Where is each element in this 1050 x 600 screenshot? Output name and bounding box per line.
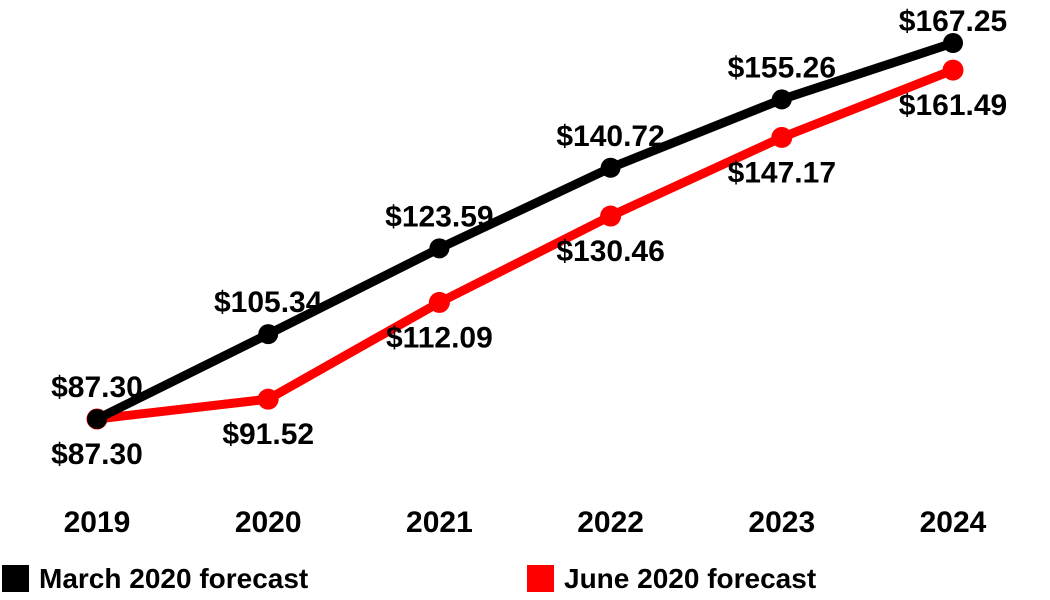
legend-label-march-2020-forecast: March 2020 forecast — [39, 562, 309, 594]
legend-item-june-2020-forecast: June 2020 forecast — [527, 563, 816, 593]
x-axis-label-2023: 2023 — [748, 506, 815, 539]
legend-swatch-march-2020-forecast — [2, 564, 29, 592]
data-point-label-series0-2024: $167.25 — [899, 5, 1007, 38]
data-point-series1-2021 — [428, 291, 450, 313]
data-point-series1-2023 — [771, 126, 793, 148]
data-point-series0-2024 — [943, 33, 963, 53]
data-point-label-series1-2022: $130.46 — [556, 235, 664, 268]
data-point-label-series0-2021: $123.59 — [385, 200, 493, 233]
x-axis-label-2024: 2024 — [920, 506, 987, 539]
series-line-0 — [92, 38, 958, 424]
data-point-series0-2019 — [87, 409, 107, 429]
data-point-series0-2023 — [771, 89, 792, 110]
data-point-series0-2022 — [600, 157, 621, 178]
data-point-label-series0-2023: $155.26 — [728, 51, 836, 84]
data-point-series1-2020 — [257, 388, 279, 410]
x-axis-label-2021: 2021 — [406, 506, 473, 539]
data-point-label-series1-2024: $161.49 — [899, 89, 1007, 122]
legend-label-june-2020-forecast: June 2020 forecast — [564, 562, 817, 594]
data-point-label-series1-2023: $147.17 — [728, 156, 836, 189]
data-point-label-series1-2021: $112.09 — [386, 321, 493, 354]
data-point-label-series0-2019: $87.30 — [51, 371, 143, 404]
data-point-series1-2022 — [600, 205, 622, 227]
data-point-series0-2020 — [258, 324, 279, 345]
data-point-label-series1-2020: $91.52 — [222, 418, 314, 451]
data-point-label-series1-2019: $87.30 — [51, 438, 143, 471]
data-point-label-series0-2020: $105.34 — [214, 286, 323, 319]
data-point-series0-2021 — [429, 238, 450, 259]
data-point-label-series0-2022: $140.72 — [556, 120, 664, 153]
x-axis-label-2022: 2022 — [577, 506, 644, 539]
series-line-1 — [92, 65, 958, 424]
data-point-series1-2024 — [942, 59, 964, 81]
legend-item-march-2020-forecast: March 2020 forecast — [2, 563, 308, 593]
x-axis-label-2020: 2020 — [235, 506, 302, 539]
x-axis-label-2019: 2019 — [64, 506, 131, 539]
legend-swatch-june-2020-forecast — [527, 564, 554, 592]
